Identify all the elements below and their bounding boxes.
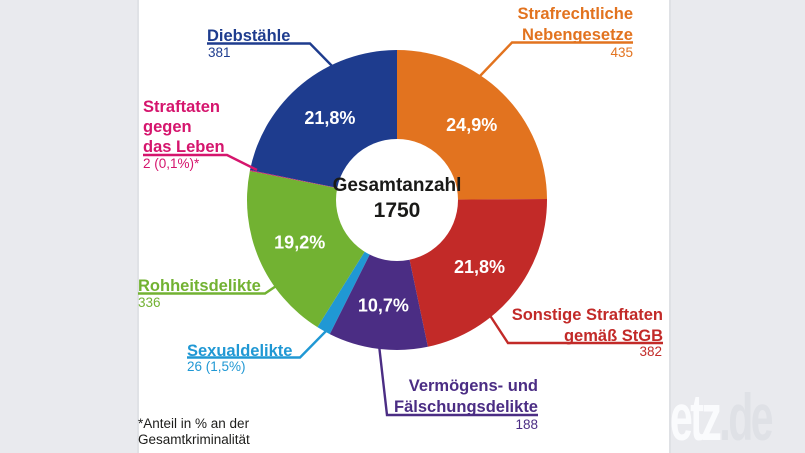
callout-sonstige-value: 382 <box>639 344 662 359</box>
callout-nebengesetze-line2: Nebengesetze <box>522 26 633 44</box>
callout-leben-value: 2 (0,1%)* <box>143 156 200 171</box>
callout-nebengesetze-title: Strafrechtliche Nebengesetze <box>517 4 633 46</box>
watermark: etz.de <box>670 379 774 453</box>
callout-nebengesetze-value: 435 <box>610 45 633 60</box>
callout-rohheit-title: Rohheitsdelikte <box>138 277 261 295</box>
center-title: Gesamtanzahl <box>332 175 462 196</box>
leader-nebengesetze <box>479 41 633 77</box>
leader-lines <box>138 41 663 417</box>
callout-vermoegen-value: 188 <box>515 417 538 432</box>
pct-label-4: 19,2% <box>274 232 325 252</box>
pct-label-6: 21,8% <box>304 108 355 128</box>
callout-rohheit-value: 336 <box>138 295 161 310</box>
callout-leben-line2: gegen <box>143 118 192 136</box>
callout-vermoegen-title: Vermögens- und Fälschungsdelikte <box>394 376 538 417</box>
footnote-line1: *Anteil in % an der <box>138 416 250 431</box>
callout-leben-line1: Straftaten <box>143 98 221 116</box>
callout-diebstaehle-value: 381 <box>208 45 231 60</box>
leader-diebstaehle <box>207 42 336 70</box>
watermark-part1: etz <box>670 380 722 453</box>
donut-hole <box>336 139 458 261</box>
callout-nebengesetze-line1: Strafrechtliche <box>517 5 633 23</box>
pct-label-2: 10,7% <box>358 295 409 315</box>
leader-vermoegen <box>377 344 538 417</box>
pct-label-0: 24,9% <box>446 115 497 135</box>
callout-sonstige-line1: Sonstige Straftaten <box>511 306 663 324</box>
watermark-part2: .de <box>719 380 773 453</box>
center-total: 1750 <box>373 199 421 222</box>
footnote: *Anteil in % an der Gesamtkriminalität <box>138 416 250 448</box>
callout-leben-title: Straftaten gegen das Leben <box>143 97 225 157</box>
callout-vermoegen-line2: Fälschungsdelikte <box>394 397 538 416</box>
donut-center-label: Gesamtanzahl 1750 <box>307 175 487 223</box>
callout-sexual-value: 26 (1,5%) <box>187 359 246 374</box>
footnote-line2: Gesamtkriminalität <box>138 432 250 447</box>
leader-leben <box>143 153 258 172</box>
callout-sonstige-line2: gemäß StGB <box>563 326 663 345</box>
callout-vermoegen-line1: Vermögens- und <box>408 377 538 395</box>
slice-percent-labels: 24,9% 21,8% 10,7% 19,2% 21,8% <box>274 108 505 315</box>
callout-sexual-title: Sexualdelikte <box>187 342 293 360</box>
callout-leben-line3: das Leben <box>143 138 225 156</box>
leader-sonstige <box>487 313 663 345</box>
callout-diebstaehle-title: Diebstähle <box>207 27 291 45</box>
leader-sexual <box>187 326 331 359</box>
leader-rohheit <box>138 277 289 295</box>
callout-sonstige-title: Sonstige Straftaten gemäß StGB <box>512 305 663 346</box>
pct-label-1: 21,8% <box>454 257 505 277</box>
